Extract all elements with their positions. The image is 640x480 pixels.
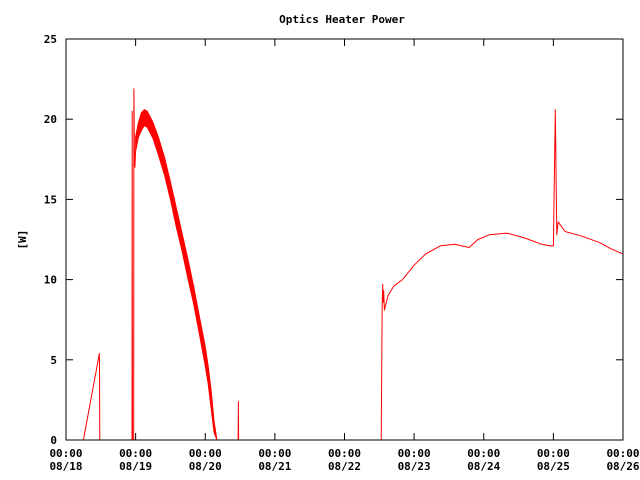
x-tick-time-label: 00:00 <box>258 447 291 460</box>
series-layer <box>82 88 624 441</box>
y-tick-label: 25 <box>44 33 57 46</box>
x-tick-date-label: 08/21 <box>258 460 291 473</box>
y-tick-label: 10 <box>44 274 57 287</box>
x-tick-time-label: 00:00 <box>606 447 639 460</box>
x-tick-date-label: 08/19 <box>119 460 152 473</box>
chart-title: Optics Heater Power <box>279 13 405 26</box>
x-tick-time-label: 00:00 <box>189 447 222 460</box>
x-tick-date-label: 08/26 <box>606 460 639 473</box>
series-line <box>380 109 624 441</box>
x-tick-time-label: 00:00 <box>537 447 570 460</box>
x-tick-date-label: 08/24 <box>467 460 500 473</box>
ticks-layer: 051015202500:0008/1800:0008/1900:0008/20… <box>44 33 640 473</box>
x-tick-date-label: 08/25 <box>537 460 570 473</box>
series-line <box>237 401 240 441</box>
y-tick-label: 0 <box>50 434 57 447</box>
x-tick-date-label: 08/20 <box>189 460 222 473</box>
y-tick-label: 20 <box>44 113 57 126</box>
x-tick-date-label: 08/18 <box>49 460 82 473</box>
series-band <box>135 108 218 441</box>
series-line <box>131 88 137 441</box>
x-tick-date-label: 08/23 <box>398 460 431 473</box>
x-tick-time-label: 00:00 <box>328 447 361 460</box>
x-tick-time-label: 00:00 <box>49 447 82 460</box>
y-tick-label: 15 <box>44 193 57 206</box>
series-line <box>82 352 101 441</box>
y-axis-label: [W] <box>16 230 29 250</box>
y-tick-label: 5 <box>50 354 57 367</box>
x-tick-date-label: 08/22 <box>328 460 361 473</box>
x-tick-time-label: 00:00 <box>398 447 431 460</box>
x-tick-time-label: 00:00 <box>467 447 500 460</box>
x-tick-time-label: 00:00 <box>119 447 152 460</box>
plot-frame <box>65 38 624 441</box>
